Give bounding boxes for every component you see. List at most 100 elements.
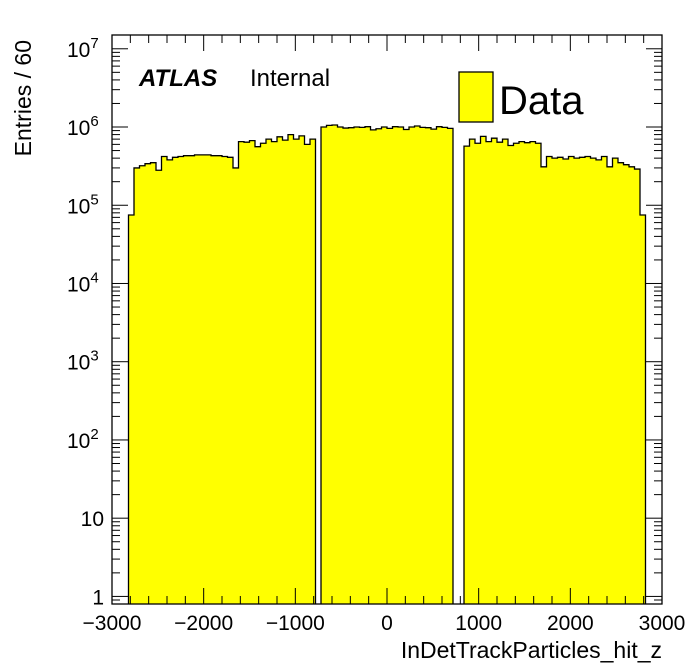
histogram-bin (442, 127, 448, 604)
histogram-bin (216, 155, 223, 604)
histogram-bin (211, 155, 217, 604)
x-tick-label: −1000 (266, 612, 325, 635)
histogram-bin (282, 140, 289, 605)
histogram-bin (238, 141, 245, 604)
histogram-bin (233, 167, 239, 605)
x-tick-label: 0 (381, 612, 393, 635)
histogram-bin (370, 129, 377, 604)
histogram-bin (508, 145, 514, 604)
y-tick-label: 1 (92, 586, 104, 609)
histogram-bin (568, 156, 575, 605)
histogram-bin (299, 135, 305, 604)
histogram-bin (392, 126, 399, 605)
histogram-bin (425, 127, 432, 604)
histogram-bin (288, 134, 294, 604)
histogram-bin (590, 158, 597, 604)
histogram-bin (271, 141, 278, 604)
histogram-bin (420, 127, 426, 604)
histogram-bin (376, 128, 382, 604)
histogram-bin (464, 146, 470, 605)
axis-ticks (111, 35, 663, 605)
histogram-bin (618, 162, 624, 604)
histogram-bin (189, 155, 195, 604)
atlas-label: ATLAS (138, 65, 217, 92)
histogram-bin (277, 136, 283, 605)
histogram-bin (409, 127, 415, 604)
histogram-bin (255, 146, 261, 604)
histogram-bin (513, 143, 520, 604)
histogram-bin (557, 157, 564, 605)
internal-label: Internal (250, 65, 330, 92)
histogram-bin (541, 166, 547, 605)
histogram-bin (354, 127, 360, 604)
histogram-bin (634, 169, 641, 604)
histogram-bin (436, 126, 443, 605)
histogram-bin (524, 142, 531, 604)
histogram-bin (502, 139, 509, 604)
x-tick-label: 2000 (547, 612, 594, 635)
y-tick-label: 104 (67, 269, 99, 296)
x-tick-labels: −3000 −2000 −1000 0 1000 2000 3000 (83, 612, 686, 635)
histogram-bin (139, 165, 146, 605)
histogram-bin (530, 141, 536, 604)
histogram-bin (150, 162, 157, 604)
histogram-bin (552, 158, 558, 604)
y-tick-label: 106 (67, 113, 99, 140)
histogram-bin (227, 157, 234, 605)
histogram-bin (343, 128, 349, 605)
histogram-bin (145, 163, 151, 605)
histogram-bin (167, 159, 173, 604)
histogram-bin (304, 144, 311, 604)
histogram-bin (623, 164, 630, 604)
histogram-bin (447, 128, 454, 604)
histogram-bin (365, 126, 371, 605)
legend-label: Data (499, 79, 584, 123)
histogram-bin (629, 166, 635, 605)
histogram-bin (310, 139, 316, 604)
histogram-bin (348, 127, 355, 604)
y-tick-label: 105 (67, 191, 99, 218)
histogram-bin (486, 141, 492, 604)
histogram-bin (585, 156, 591, 605)
histogram-bin (249, 140, 256, 604)
histogram-bin (491, 138, 498, 605)
y-tick-label: 102 (67, 426, 99, 453)
histogram-bin (579, 157, 586, 605)
histogram-bin (601, 156, 608, 605)
histogram-bin (128, 215, 135, 604)
histogram-bin (194, 154, 201, 604)
histogram-bin (607, 166, 613, 605)
histogram-bin (546, 156, 553, 605)
histogram-bin (480, 136, 487, 604)
histogram-bin (293, 139, 300, 604)
histogram-outline (127, 124, 647, 604)
histogram-bin (266, 139, 272, 604)
x-tick-label: −3000 (83, 612, 142, 635)
histogram-bin (222, 156, 228, 605)
histogram-bin (337, 127, 344, 604)
histogram-bin (172, 157, 179, 605)
y-tick-label: 10 (81, 508, 104, 531)
x-axis-title: InDetTrackParticles_hit_z (401, 637, 662, 663)
y-axis-title: Entries / 60 (10, 40, 36, 156)
histogram-bin (332, 125, 338, 604)
x-tick-label: −2000 (174, 612, 233, 635)
histogram-bin (612, 158, 619, 604)
histogram-bin (156, 170, 162, 604)
plot-frame (111, 34, 663, 605)
histogram-bin (475, 143, 481, 604)
histogram-bin (574, 158, 580, 604)
histogram-bin (469, 139, 476, 604)
histogram-bin (497, 142, 503, 605)
histogram-bin (260, 143, 267, 604)
histogram-bin (205, 154, 212, 604)
histogram-bin (244, 142, 250, 605)
histogram-bin (414, 126, 421, 604)
histogram-bin (200, 154, 206, 604)
histogram-bars (128, 125, 646, 605)
histogram-bin (326, 125, 333, 604)
y-tick-labels: 1 10 102 103 104 105 106 107 (67, 35, 104, 610)
histogram-bin (387, 128, 393, 604)
histogram-bin (178, 156, 184, 605)
